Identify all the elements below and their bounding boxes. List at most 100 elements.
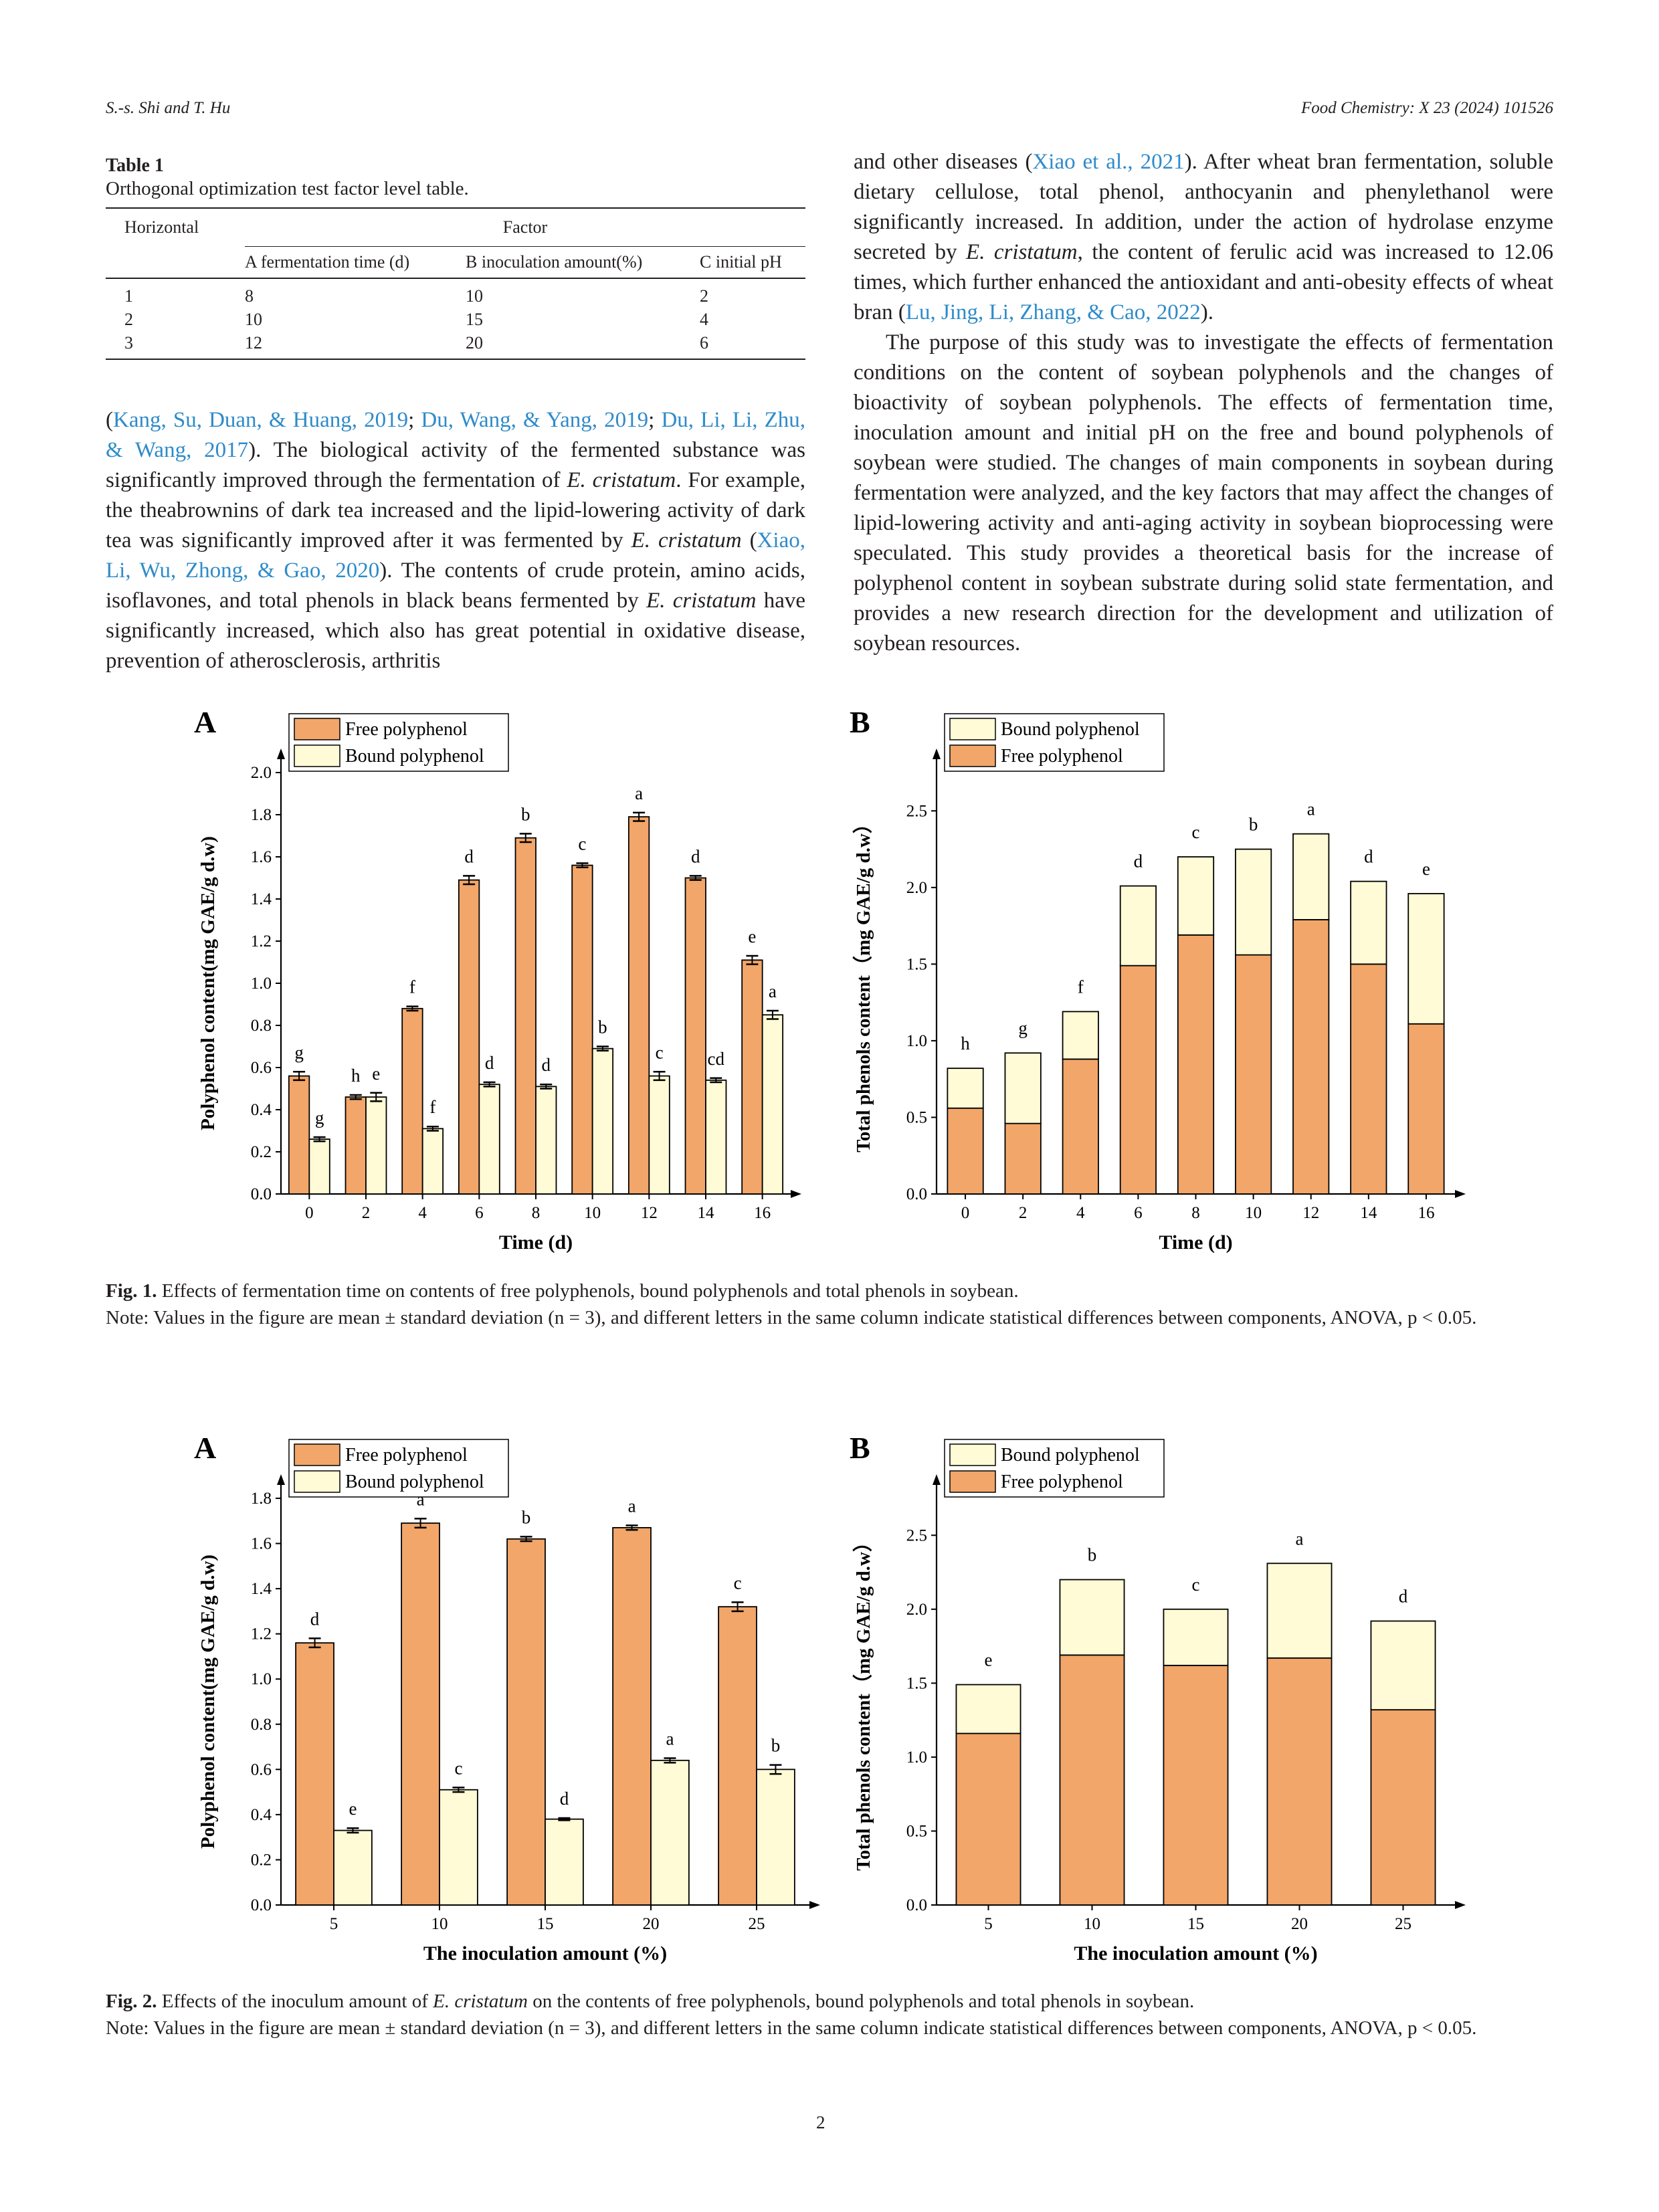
- significance-letter: e: [349, 1799, 357, 1819]
- y-tick-label: 1.5: [906, 1674, 927, 1692]
- x-tick-label: 14: [698, 1204, 715, 1222]
- x-axis-arrow: [1455, 1901, 1466, 1909]
- significance-letter: d: [1134, 851, 1143, 872]
- significance-letter: d: [541, 1055, 551, 1075]
- bar-free: [955, 1732, 1021, 1906]
- bar: [458, 879, 480, 1195]
- significance-letter: b: [598, 1017, 607, 1037]
- citation-link[interactable]: Xiao et al., 2021: [1032, 150, 1185, 174]
- y-tick-label: 0.0: [906, 1185, 927, 1203]
- factor-level-table: Horizontal Factor A fermentation time (d…: [106, 207, 805, 360]
- y-axis-title: Polyphenol content(mg GAE/g d.w): [197, 1554, 219, 1849]
- y-tick-label: 0.6: [251, 1059, 272, 1077]
- bar: [648, 1075, 670, 1195]
- significance-letter: d: [691, 846, 700, 866]
- bar-bound: [1004, 1052, 1042, 1124]
- bar-bound: [1062, 1011, 1099, 1060]
- y-tick-label: 0.6: [251, 1761, 272, 1779]
- bar: [741, 959, 763, 1195]
- significance-letter: c: [454, 1758, 462, 1778]
- page-number: 2: [816, 2112, 825, 2132]
- legend-label: Free polyphenol: [1001, 1472, 1123, 1492]
- bar-free: [1062, 1058, 1099, 1195]
- significance-letter: e: [1422, 859, 1430, 879]
- significance-letter: b: [522, 1507, 531, 1527]
- fig1-panel-b-chart: 0.0 0.5 1.0 1.5 2.0 2.5 0 2 4 6 8 10 12 14 16 Time (d) T…: [850, 705, 1466, 1253]
- significance-letter: a: [628, 1496, 636, 1516]
- y-tick-label: 1.4: [251, 890, 272, 908]
- fig2-note: Note: Values in the figure are mean ± st…: [106, 2017, 1477, 2039]
- left-column-text: (Kang, Su, Duan, & Huang, 2019; Du, Wang…: [106, 408, 806, 673]
- bar: [545, 1818, 584, 1906]
- legend-label: Bound polyphenol: [345, 746, 484, 767]
- bar: [421, 1128, 444, 1195]
- significance-letter: d: [310, 1609, 320, 1629]
- bar: [333, 1829, 373, 1906]
- table-header-factor: Factor: [502, 217, 548, 237]
- bar-free: [1004, 1122, 1042, 1195]
- citation-link[interactable]: Xiao, Li, Wu, Zhong, & Gao, 2020: [106, 528, 805, 583]
- bar-free: [1266, 1657, 1333, 1906]
- y-tick-label: 0.2: [251, 1851, 272, 1869]
- running-header-authors: S.-s. Shi and T. Hu: [106, 99, 231, 117]
- bar: [535, 1086, 557, 1195]
- y-tick-label: 1.5: [906, 955, 927, 973]
- significance-letter: e: [372, 1064, 380, 1084]
- bar-free: [1059, 1654, 1125, 1906]
- y-tick-label: 0.2: [251, 1143, 272, 1161]
- x-tick-label: 8: [532, 1204, 541, 1222]
- bar: [295, 1642, 334, 1906]
- bar: [288, 1075, 310, 1195]
- bar-bound: [1292, 833, 1330, 920]
- purpose-paragraph: The purpose of this study was to investi…: [854, 330, 1553, 656]
- significance-letter: a: [769, 981, 777, 1001]
- x-tick-label: 0: [305, 1204, 314, 1222]
- x-tick-label: 10: [1245, 1204, 1262, 1222]
- x-axis-arrow: [791, 1190, 801, 1198]
- bar: [365, 1096, 387, 1195]
- x-tick-label: 15: [1187, 1915, 1204, 1933]
- x-tick-label: 5: [330, 1915, 338, 1933]
- bar: [514, 837, 536, 1195]
- x-tick-label: 12: [1302, 1204, 1319, 1222]
- y-tick-label: 1.4: [251, 1580, 272, 1598]
- significance-letter: c: [1192, 1575, 1200, 1595]
- citation-link[interactable]: Du, Li, Li, Zhu, & Wang, 2017: [106, 408, 805, 462]
- y-axis-title: Total phenols content（mg GAE/g d.w）: [852, 814, 874, 1152]
- y-tick-label: 1.0: [251, 1670, 272, 1688]
- bar: [718, 1606, 757, 1906]
- significance-letter: a: [1307, 799, 1315, 819]
- bar-bound: [1059, 1579, 1125, 1656]
- significance-letter: d: [1364, 847, 1373, 867]
- x-tick-label: 16: [1418, 1204, 1434, 1222]
- x-axis-arrow: [809, 1901, 820, 1909]
- significance-letter: d: [464, 846, 474, 866]
- y-tick-label: 1.2: [251, 1625, 272, 1643]
- panel-label: B: [850, 705, 870, 739]
- x-tick-label: 10: [1084, 1915, 1100, 1933]
- significance-letter: f: [409, 977, 415, 997]
- significance-letter: a: [417, 1489, 425, 1509]
- y-tick-label: 0.8: [251, 1017, 272, 1035]
- bar-bound: [1177, 856, 1215, 936]
- fig2-panel-a-chart: 0.0 0.2 0.4 0.6 0.8 1.0 1.2 1.4 1.6 1.8 5 10 15 20 25 T…: [194, 1431, 820, 1965]
- citation-link[interactable]: Kang, Su, Duan, & Huang, 2019: [113, 408, 409, 432]
- legend-label: Free polyphenol: [345, 719, 468, 740]
- bar: [627, 816, 650, 1195]
- citation-link[interactable]: Lu, Jing, Li, Zhang, & Cao, 2022: [905, 300, 1201, 324]
- bar-bound: [1370, 1620, 1436, 1711]
- table-row: 2 10 15 4: [124, 309, 708, 329]
- x-axis-title: Time (d): [499, 1231, 573, 1253]
- bar: [345, 1096, 367, 1195]
- bar-free: [1119, 965, 1157, 1195]
- citation-link[interactable]: Du, Wang, & Yang, 2019: [421, 408, 649, 432]
- bar: [401, 1007, 423, 1195]
- y-axis-title: Polyphenol content(mg GAE/g d.w): [197, 836, 219, 1130]
- fig1-panel-a-chart: 0.0 0.2 0.4 0.6 0.8 1.0 1.2 1.4 1.6 1.8 2.0 0 2 4 6 8 10…: [194, 705, 801, 1253]
- bar: [478, 1084, 500, 1195]
- bar-free: [1177, 934, 1215, 1195]
- table-header-factor-c: C initial pH: [700, 246, 805, 278]
- bar-free: [1350, 963, 1387, 1195]
- bar-free: [1370, 1709, 1436, 1906]
- table-row: 3 12 20 6: [106, 331, 805, 359]
